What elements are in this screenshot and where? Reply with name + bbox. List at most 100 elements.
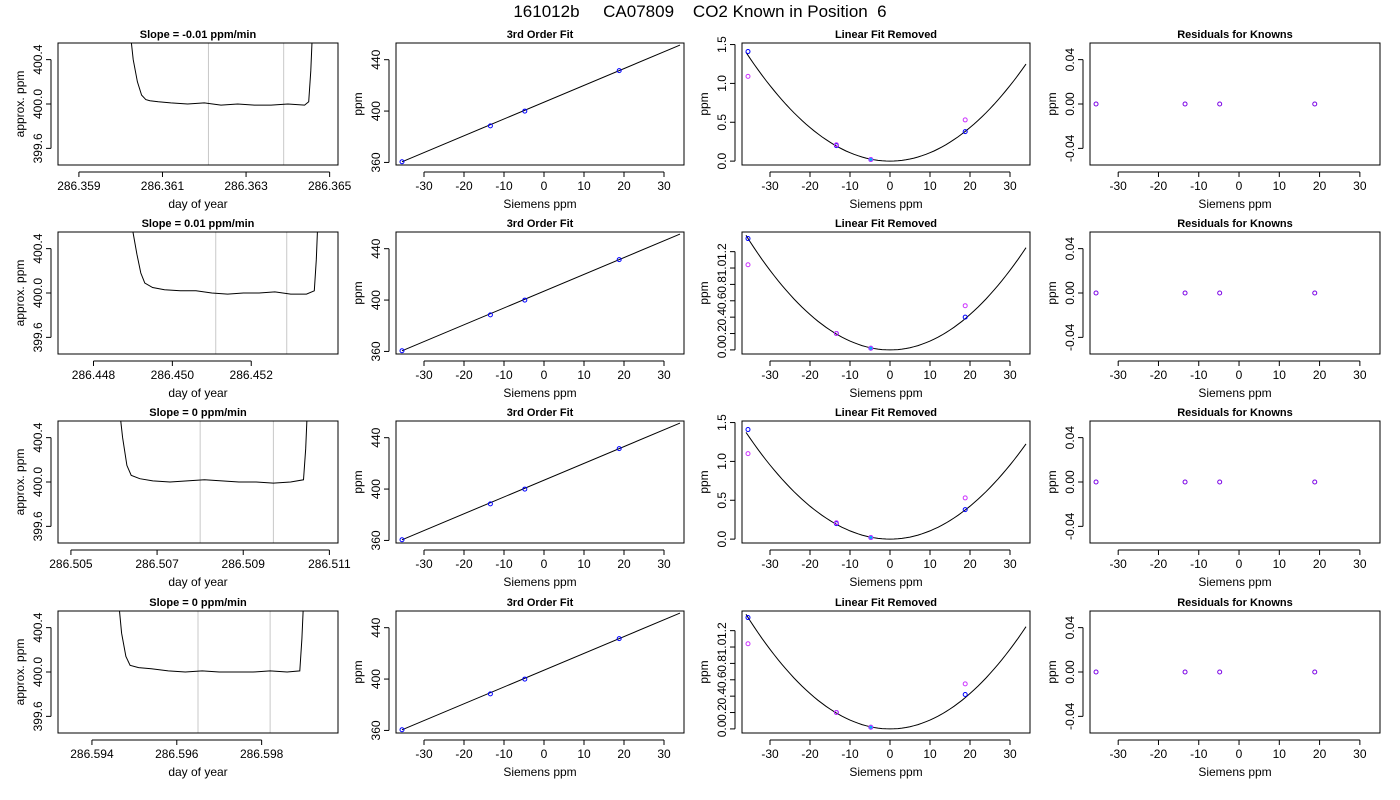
r3c3-y-tick-label-1: 0.0: [715, 530, 729, 547]
r3c1-panel-title: Slope = 0 ppm/min: [149, 407, 247, 419]
r2c1-y-tick-label-3: 400.4: [31, 233, 45, 263]
r2c1-x-tick-label-3: 286.452: [230, 368, 274, 382]
r1c2-data-point-s1-4: [616, 68, 622, 74]
r2c3-x-tick-label-7: 30: [1003, 368, 1017, 382]
r3c4-data-point-s1-3: [1217, 479, 1223, 485]
r4c4-y-tick-label-3: 0.04: [1063, 616, 1077, 640]
r2c2-x-tick-label-6: 20: [617, 368, 631, 382]
r3c4-panel-title: Residuals for Knowns: [1177, 407, 1293, 419]
r3c3-x-tick-label-4: 0: [887, 557, 894, 571]
r2c4-x-tick-label-5: 10: [1273, 368, 1287, 382]
r2c2-x-tick-label-4: 0: [541, 368, 548, 382]
r3c2-data-point-s1-3: [522, 486, 528, 492]
r2c3-data-point-s2-4: [962, 303, 968, 309]
r2c3-y-axis-label: ppm: [697, 281, 711, 304]
r3c4-x-tick-label-5: 10: [1273, 557, 1287, 571]
r2c3-y-tick-label-1: 0.0: [715, 341, 729, 358]
r3c2-x-axis-label: Siemens ppm: [503, 575, 576, 589]
r4c2-x-tick-label-4: 0: [541, 747, 548, 761]
r4c2-plot-frame: [395, 610, 685, 734]
r1c4-x-axis-label: Siemens ppm: [1198, 197, 1271, 211]
r4c2-x-tick-label-6: 20: [617, 747, 631, 761]
r2c2-x-tick-label-1: -30: [415, 368, 433, 382]
r2c1-y-axis-label: approx. ppm: [13, 260, 27, 327]
r1c3-data-point-s2-3: [868, 157, 874, 163]
r4c3-y-tick-label-3: 0.4: [715, 687, 729, 704]
r1c3-y-tick-label-1: 0.0: [715, 152, 729, 169]
r4c3-y-tick-label-2: 0.2: [715, 704, 729, 721]
r2c4-x-tick-label-7: 30: [1353, 368, 1367, 382]
r3c4-y-tick-label-2: 0.00: [1063, 470, 1077, 494]
r2c3-data-point-s1-1: [745, 236, 751, 242]
r3c3-x-tick-label-1: -30: [761, 557, 779, 571]
r3c2-x-tick-label-6: 20: [617, 557, 631, 571]
r2c3-y-tick-label-4: 0.6: [715, 292, 729, 309]
r4c3-data-point-s1-4: [962, 692, 968, 698]
r3c3-data-point-s2-4: [962, 495, 968, 501]
r4c1-x-tick-label-2: 286.596: [155, 747, 199, 761]
r1c3-y-tick-label-3: 1.0: [715, 75, 729, 92]
r4c3-data-point-s2-4: [962, 681, 968, 687]
r1c1-plot-frame: [57, 42, 339, 166]
r1c1-x-tick-label-2: 286.361: [141, 179, 185, 193]
r2c4-panel-title: Residuals for Knowns: [1177, 218, 1293, 230]
r2c4-y-tick-label-3: 0.04: [1063, 237, 1077, 261]
r4c3-y-tick-label-4: 0.6: [715, 671, 729, 688]
r2c4-plot-frame: [1089, 231, 1381, 355]
r2c2-y-tick-label-2: 400: [369, 290, 383, 310]
r3c4-x-tick-label-7: 30: [1353, 557, 1367, 571]
r4c2-x-tick-label-2: -20: [455, 747, 473, 761]
r3c4-y-axis-label: ppm: [1045, 470, 1059, 493]
r2c3-x-tick-label-3: -10: [841, 368, 859, 382]
r1c3-x-tick-label-5: 10: [923, 179, 937, 193]
r2c2-data-point-s1-1: [399, 348, 405, 354]
r1c2-x-tick-label-6: 20: [617, 179, 631, 193]
r4c3-fit-curve: [745, 614, 1027, 730]
r1c2-x-tick-label-4: 0: [541, 179, 548, 193]
r1c4-y-tick-label-2: 0.00: [1063, 92, 1077, 116]
r4c3-x-tick-label-1: -30: [761, 747, 779, 761]
r3c2-x-tick-label-4: 0: [541, 557, 548, 571]
r3c2-y-tick-label-3: 440: [369, 427, 383, 447]
r3c3-data-point-s1-1: [745, 427, 751, 433]
r3c2-panel-title: 3rd Order Fit: [507, 407, 574, 419]
r1c4-plot-frame: [1089, 42, 1381, 166]
r3c4-x-tick-label-6: 20: [1313, 557, 1327, 571]
r4c3-data-point-s2-1: [745, 641, 751, 647]
r3c4-x-axis-label: Siemens ppm: [1198, 575, 1271, 589]
r4c4-panel-title: Residuals for Knowns: [1177, 597, 1293, 609]
r1c1-x-tick-label-4: 286.365: [308, 179, 352, 193]
r2c4-data-point-s1-1: [1093, 290, 1099, 296]
r3c1-x-tick-label-4: 286.511: [308, 557, 351, 571]
r3c1-x-tick-label-1: 286.505: [49, 557, 93, 571]
r2c4-y-tick-label-2: 0.00: [1063, 281, 1077, 305]
r1c4-y-axis-label: ppm: [1045, 92, 1059, 115]
r2c2-plot-frame: [395, 231, 685, 355]
r4c3-x-axis-label: Siemens ppm: [849, 765, 922, 779]
r1c2-data-point-s1-2: [487, 123, 493, 129]
r3c3-y-tick-label-2: 0.5: [715, 492, 729, 509]
r1c2-x-tick-label-5: 10: [577, 179, 591, 193]
r4c2-panel-title: 3rd Order Fit: [507, 597, 574, 609]
r1c4-x-tick-label-4: 0: [1236, 179, 1243, 193]
r2c3-y-tick-label-3: 0.4: [715, 308, 729, 325]
r1c4-data-point-s1-2: [1182, 101, 1188, 107]
r4c4-x-tick-label-2: -20: [1150, 747, 1168, 761]
r1c2-data-point-s1-3: [522, 108, 528, 114]
r2c2-y-axis-label: ppm: [351, 281, 365, 304]
r1c3-y-tick-label-2: 0.5: [715, 114, 729, 131]
r3c1-series-line-1: [120, 421, 308, 484]
r3c2-x-tick-label-3: -10: [495, 557, 513, 571]
r1c3-fit-curve: [745, 52, 1027, 162]
r1c4-y-tick-label-1: -0.04: [1063, 134, 1077, 162]
r4c3-y-tick-label-6: 1.0: [715, 638, 729, 655]
r2c3-y-tick-label-7: 1.2: [715, 243, 729, 260]
r4c3-panel-title: Linear Fit Removed: [835, 597, 937, 609]
r3c3-x-axis-label: Siemens ppm: [849, 575, 922, 589]
r2c4-data-point-s1-4: [1312, 290, 1318, 296]
r1c3-x-tick-label-7: 30: [1003, 179, 1017, 193]
r4c4-plot-frame: [1089, 610, 1381, 734]
r2c3-data-point-s1-4: [962, 314, 968, 320]
r1c2-x-tick-label-1: -30: [415, 179, 433, 193]
